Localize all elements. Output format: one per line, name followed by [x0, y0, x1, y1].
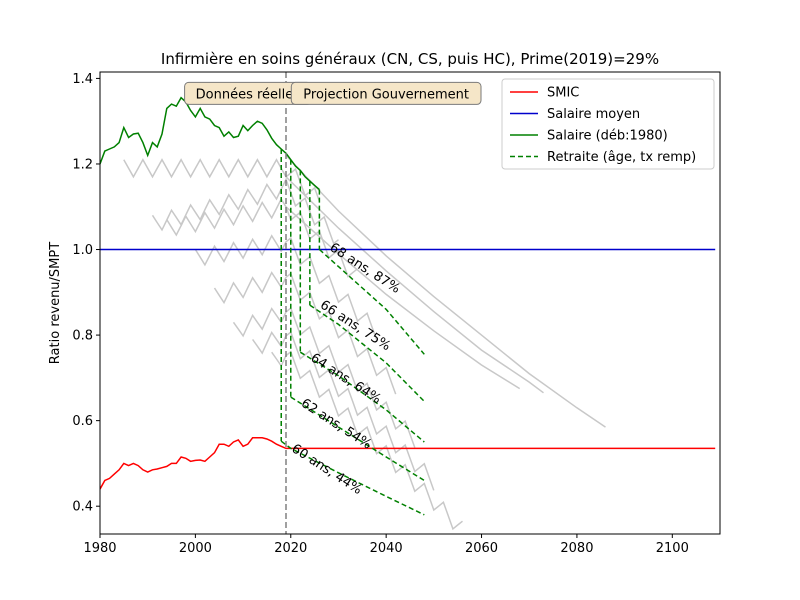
projection-envelope-line-0 — [285, 154, 606, 428]
x-tick-label-0: 1980 — [83, 541, 116, 556]
other-career-line-1 — [151, 177, 339, 245]
y-tick-label-4: 1.2 — [72, 157, 93, 172]
retraite-label-0: 60 ans, 44% — [289, 441, 365, 498]
annotation-text-0: Données réelles — [196, 87, 301, 102]
retraite-line-3 — [309, 304, 425, 402]
legend-label-0: SMIC — [547, 86, 579, 101]
x-tick-label-2: 2020 — [274, 541, 307, 556]
projection-envelope-line-1 — [285, 176, 544, 394]
other-career-line-4 — [213, 271, 397, 395]
x-tick-label-5: 2080 — [560, 541, 593, 556]
other-career-line-5 — [232, 306, 416, 448]
retraite-label-2: 64 ans, 64% — [308, 351, 384, 408]
axes: 1980 2000 2020 2040 2060 2080 2100 0.4 0.6 0.8 1.0… — [72, 72, 689, 556]
other-career-line-6 — [251, 330, 435, 491]
legend-label-2: Salaire (déb:1980) — [547, 129, 668, 144]
salaire-line — [100, 96, 320, 191]
x-tick-label-4: 2060 — [465, 541, 498, 556]
retraite-label-1: 62 ans, 54% — [298, 396, 374, 453]
x-tick-label-1: 2000 — [179, 541, 212, 556]
overlay-layer: 60 ans, 44%62 ans, 54%64 ans, 64%66 ans,… — [184, 72, 482, 534]
retraite-line-4 — [318, 248, 425, 355]
retraite-line-2 — [299, 351, 425, 443]
other-career-line-0 — [123, 158, 321, 202]
y-tick-label-3: 1.0 — [72, 243, 93, 258]
y-tick-label-0: 0.4 — [72, 500, 93, 515]
other-career-line-3 — [194, 234, 378, 341]
projection-envelope-line-2 — [285, 206, 521, 390]
x-tick-label-3: 2040 — [370, 541, 403, 556]
legend: SMIC Salaire moyen Salaire (déb:1980) Retra… — [501, 78, 715, 170]
retraite-line-1 — [290, 396, 425, 482]
x-tick-label-6: 2100 — [656, 541, 689, 556]
y-tick-label-1: 0.6 — [72, 414, 93, 429]
annotation-text-1: Projection Gouvernement — [303, 87, 469, 102]
other-career-line-7 — [271, 350, 463, 531]
retraite-line-0 — [280, 440, 425, 516]
plot-area — [100, 96, 716, 531]
smic-line — [100, 437, 716, 490]
legend-box — [501, 78, 715, 170]
y-tick-label-5: 1.4 — [72, 72, 93, 87]
other-career-line-2 — [166, 197, 358, 278]
legend-label-1: Salaire moyen — [547, 107, 640, 122]
legend-label-3: Retraite (âge, tx remp) — [547, 150, 696, 165]
y-axis-label: Ratio revenu/SMPT — [48, 242, 63, 364]
y-tick-label-2: 0.8 — [72, 329, 93, 344]
chart-title: Infirmière en soins généraux (CN, CS, pu… — [161, 50, 659, 68]
plot-frame — [99, 71, 721, 535]
annotation-box-1 — [290, 81, 482, 105]
